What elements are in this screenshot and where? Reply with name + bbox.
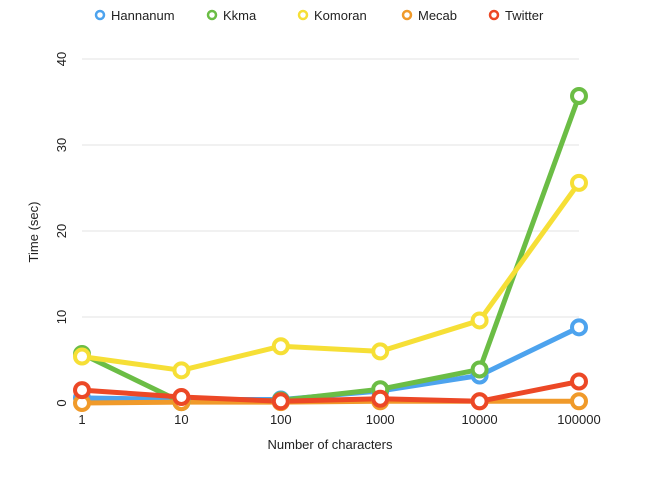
legend-item-kkma[interactable]: Kkma: [206, 8, 257, 23]
legend-marker-icon: [206, 9, 218, 21]
legend-label: Kkma: [223, 8, 257, 23]
y-tick-label: 40: [54, 52, 69, 66]
y-tick-label: 10: [54, 310, 69, 324]
data-point-komoran[interactable]: [172, 361, 191, 380]
series-markers: [73, 86, 588, 412]
x-tick-label: 100000: [557, 412, 600, 427]
legend-item-mecab[interactable]: Mecab: [401, 8, 457, 23]
legend-item-komoran[interactable]: Komoran: [297, 8, 367, 23]
legend-label: Twitter: [505, 8, 544, 23]
series-line-komoran: [79, 180, 582, 373]
legend-marker-icon: [401, 9, 413, 21]
data-point-twitter[interactable]: [271, 392, 290, 411]
legend-marker-icon: [94, 9, 106, 21]
data-point-twitter[interactable]: [470, 392, 489, 411]
data-point-twitter[interactable]: [172, 387, 191, 406]
legend-label: Mecab: [418, 8, 457, 23]
legend-marker-icon: [488, 9, 500, 21]
series-lines: [79, 93, 582, 406]
data-point-komoran[interactable]: [371, 342, 390, 361]
gridlines: [82, 58, 579, 318]
x-axis-label: Number of characters: [268, 437, 393, 452]
x-tick-label: 10: [174, 412, 188, 427]
data-point-mecab[interactable]: [570, 392, 588, 411]
data-point-hannanum[interactable]: [570, 318, 588, 337]
legend: Hannanum Kkma Komoran Mecab Twitter: [94, 8, 544, 23]
legend-item-twitter[interactable]: Twitter: [488, 8, 544, 23]
x-tick-label: 100: [270, 412, 292, 427]
data-point-komoran[interactable]: [470, 311, 489, 330]
y-tick-label: 0: [54, 399, 69, 406]
legend-label: Komoran: [314, 8, 367, 23]
y-tick-label: 20: [54, 224, 69, 238]
y-axis-label: Time (sec): [26, 202, 41, 263]
legend-item-hannanum[interactable]: Hannanum: [94, 8, 175, 23]
data-point-komoran[interactable]: [271, 337, 290, 356]
x-tick-label: 10000: [462, 412, 498, 427]
data-point-twitter[interactable]: [73, 381, 91, 400]
x-tick-label: 1: [78, 412, 85, 427]
data-point-komoran[interactable]: [73, 347, 91, 366]
y-tick-label: 30: [54, 138, 69, 152]
series-line-kkma: [79, 93, 582, 405]
data-point-kkma[interactable]: [570, 86, 588, 105]
data-point-kkma[interactable]: [470, 360, 489, 379]
data-point-komoran[interactable]: [570, 173, 588, 192]
data-point-twitter[interactable]: [371, 389, 390, 408]
x-tick-label: 1000: [366, 412, 395, 427]
series-line-twitter: [79, 379, 582, 404]
axes: 0 10 20 30 40 1 10 100 1000 10000 100000: [54, 52, 601, 427]
data-point-twitter[interactable]: [570, 372, 588, 391]
legend-label: Hannanum: [111, 8, 175, 23]
legend-marker-icon: [297, 9, 309, 21]
